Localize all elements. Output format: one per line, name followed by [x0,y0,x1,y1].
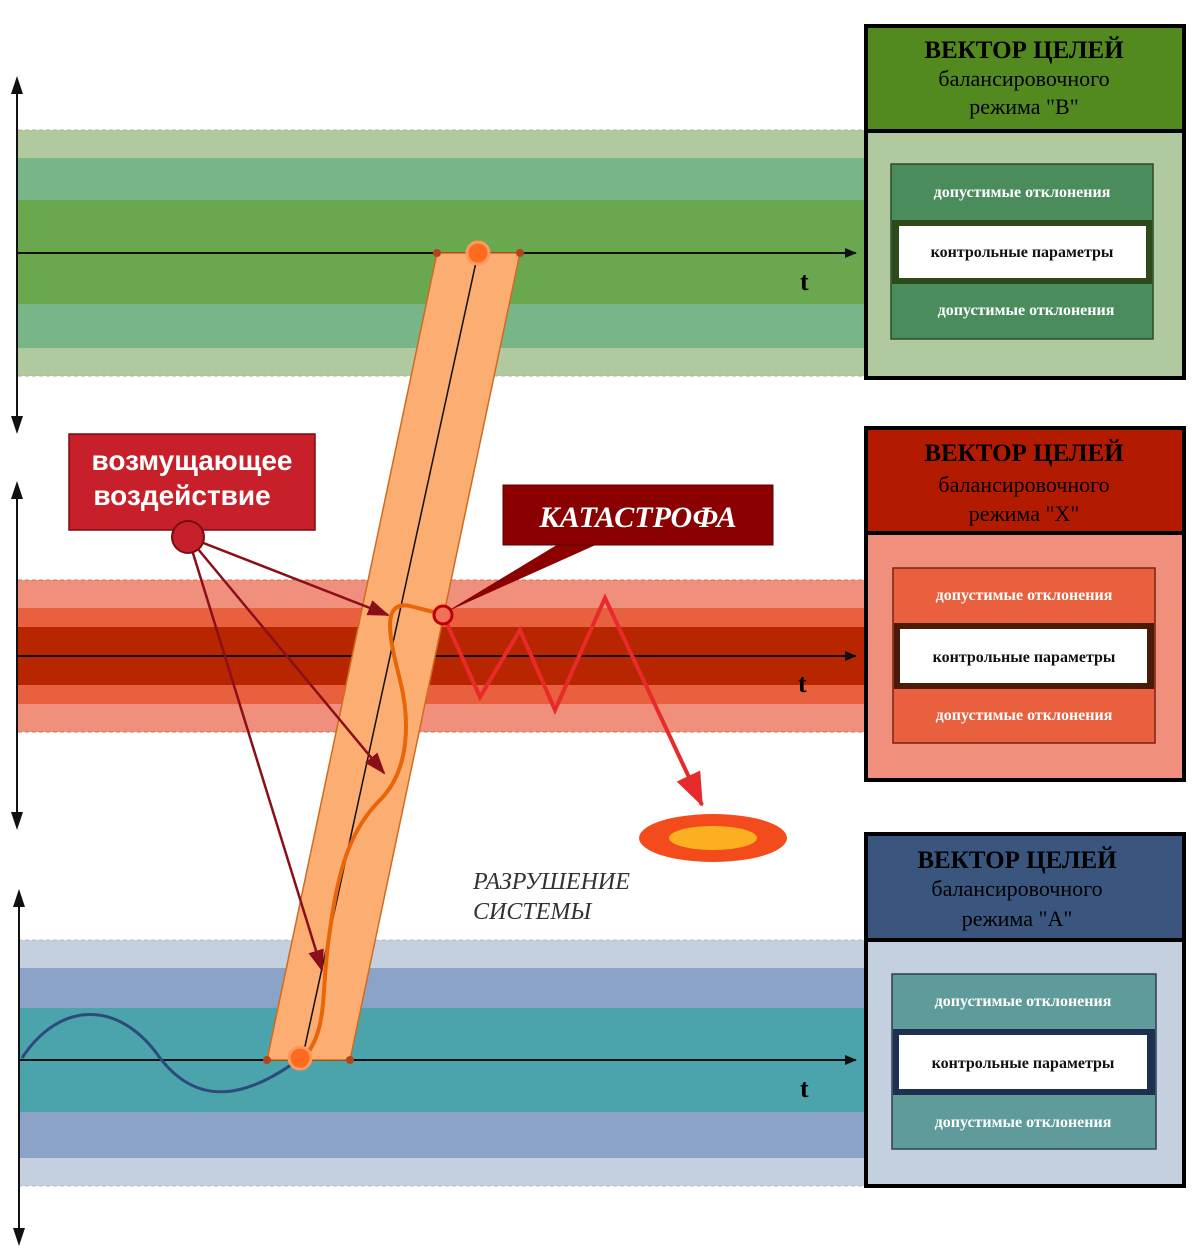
goal-box-a-deviation-bottom: допустимые отклонения [935,1114,1112,1131]
goal-box-b-title: ВЕКТОР ЦЕЛЕЙ [924,36,1124,64]
catastrophe-point [432,604,454,626]
corridor-corner-dot [433,249,441,257]
system-trajectory [300,603,444,1062]
goal-box-x-control: контрольные параметры [933,649,1116,666]
goal-box-a-line3: режима "А" [962,906,1073,931]
target-point-b [465,240,491,266]
catastrophe-callout-box [502,484,774,546]
disturbance-arrows [186,535,390,972]
goal-box-a-deviation-top: допустимые отклонения [935,993,1112,1010]
vertical-axis-middle [11,481,23,830]
catastrophe-label: КАТАСТРОФА [538,501,736,534]
corridor-corner-dot [346,1056,354,1064]
vertical-axis-bottom [13,889,25,1246]
destruction-label-line2: СИСТЕМЫ [473,899,593,925]
oscillation-curve [20,1013,299,1094]
t-label-bottom: t [800,1074,809,1103]
start-point-a [287,1045,313,1071]
vertical-axis-top [11,76,23,434]
goal-box-a-header [868,836,1182,940]
disturbance-label-line1: возмущающее [92,445,293,476]
t-label-middle: t [798,669,807,698]
goal-box-b-control: контрольные параметры [931,244,1114,261]
goal-box-x-header [868,430,1182,533]
goal-box-a: ВЕКТОР ЦЕЛЕЙ балансировочного режима "А"… [864,832,1186,1188]
goal-box-b-header [868,28,1182,131]
disturbance-arrow [187,536,386,775]
goal-box-a-control: контрольные параметры [932,1055,1115,1072]
goal-box-a-title: ВЕКТОР ЦЕЛЕЙ [917,846,1117,874]
goal-box-a-line2: балансировочного [931,876,1102,901]
goal-box-b-line2: балансировочного [938,66,1109,91]
explosion-icon [639,814,787,862]
destruction-label-line1: РАЗРУШЕНИЕ [472,869,630,895]
goal-box-x-title: ВЕКТОР ЦЕЛЕЙ [924,439,1124,467]
band-mode-a: t [18,939,866,1187]
vertical-axes [11,76,25,1246]
goal-box-b-deviation-bottom: допустимые отклонения [938,302,1115,319]
goal-box-b-line3: режима "В" [969,94,1078,119]
goal-box-x-deviation-bottom: допустимые отклонения [936,707,1113,724]
t-label-top: t [800,267,809,296]
goal-box-x-line2: балансировочного [938,472,1109,497]
disturbance-label-line2: воздействие [93,480,270,511]
catastrophe-callout: КАТАСТРОФА [446,484,774,612]
disturbance-arrow [187,535,390,617]
goal-box-b-deviation-top: допустимые отклонения [934,184,1111,201]
disturbance-box: возмущающее воздействие [68,433,316,554]
disturbance-arrow [186,536,324,972]
catastrophe-callout-tail [446,543,600,612]
goal-box-x-deviation-top: допустимые отклонения [936,587,1113,604]
corridor-corner-dot [516,249,524,257]
goal-box-b: ВЕКТОР ЦЕЛЕЙ балансировочного режима "В"… [864,24,1186,380]
goal-box-x: ВЕКТОР ЦЕЛЕЙ балансировочного режима "Х"… [864,426,1186,782]
goal-box-x-line3: режима "Х" [969,501,1080,526]
catastrophe-zigzag-arrow [441,593,704,807]
disturbance-source-dot [171,520,205,554]
corridor-corner-dot [263,1056,271,1064]
